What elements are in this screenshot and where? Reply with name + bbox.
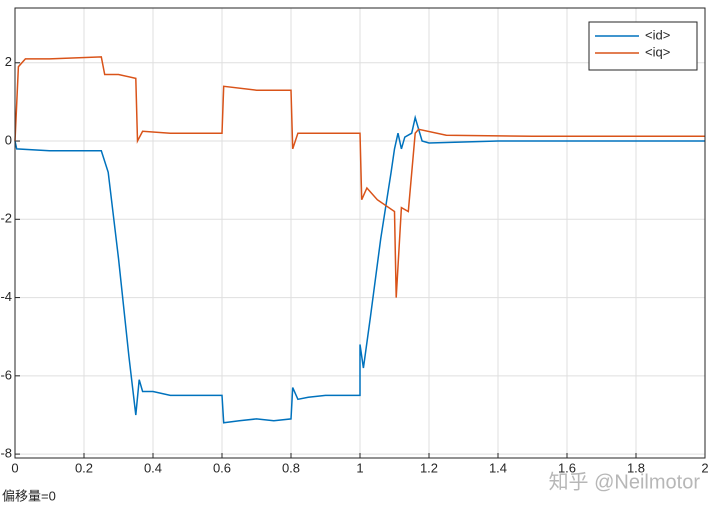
legend-box <box>588 21 698 71</box>
x-tick-label: 2 <box>701 460 708 475</box>
x-tick-label: 0.8 <box>282 460 300 475</box>
watermark: 知乎 @Neilmotor <box>549 470 701 493</box>
x-tick-label: 1.6 <box>558 460 576 475</box>
plot-area <box>14 7 706 459</box>
x-tick-label: 0.2 <box>75 460 93 475</box>
line <box>14 114 705 424</box>
x-tick-label: 1.2 <box>420 460 438 475</box>
line <box>14 56 705 298</box>
x-tick-label: 1.4 <box>489 460 507 475</box>
y-tick-label: -6 <box>0 367 12 382</box>
y-tick-label: 0 <box>5 132 12 147</box>
y-tick-label: -2 <box>0 211 12 226</box>
x-tick-label: 0.4 <box>144 460 162 475</box>
legend-label: <id> <box>645 27 670 42</box>
footer: 偏移量=0 <box>2 488 56 503</box>
y-tick-label: 2 <box>5 54 12 69</box>
x-tick-label: 1.8 <box>627 460 645 475</box>
x-tick-label: 0 <box>11 460 18 475</box>
y-tick-label: -8 <box>0 446 12 461</box>
legend-label: <iq> <box>645 44 670 59</box>
y-tick-label: -4 <box>0 289 12 304</box>
x-tick-label: 1 <box>356 460 363 475</box>
x-tick-label: 0.6 <box>213 460 231 475</box>
